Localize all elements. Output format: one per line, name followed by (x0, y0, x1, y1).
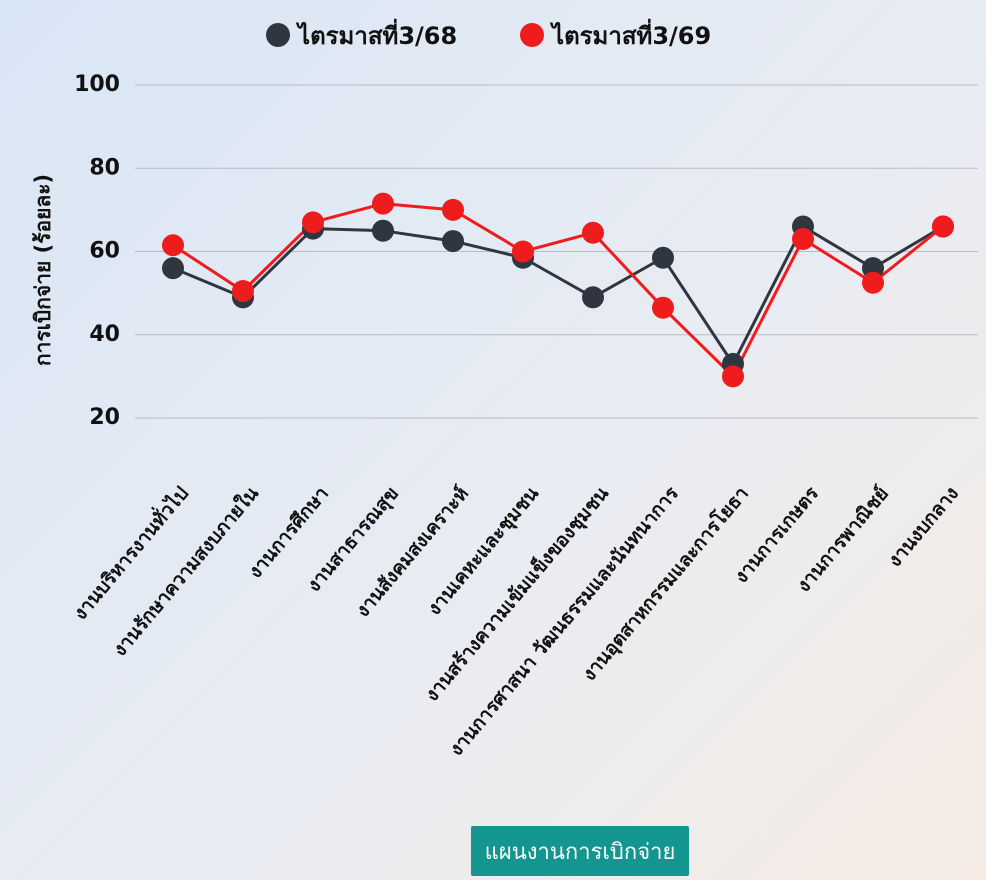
y-tick-label: 40 (89, 322, 120, 347)
data-point (932, 215, 954, 238)
data-point (372, 219, 394, 242)
series-line (172, 224, 944, 367)
y-axis-label: การเบิกจ่าย (ร้อยละ) (31, 174, 55, 366)
data-point (162, 257, 184, 280)
series-line (172, 202, 944, 379)
footer-button[interactable]: แผนงานการเบิกจ่าย (471, 826, 689, 876)
legend-marker (266, 23, 290, 47)
x-tick-label: งานรักษาความสงบภายใน (108, 482, 263, 661)
data-point (722, 365, 744, 388)
data-point (652, 296, 674, 319)
data-point (232, 280, 254, 303)
data-point (162, 234, 184, 257)
data-point (442, 230, 464, 253)
y-tick-label: 100 (74, 72, 120, 97)
data-point (792, 228, 814, 251)
data-point (512, 240, 534, 263)
data-point (302, 211, 324, 234)
data-point (582, 221, 604, 244)
data-point (652, 246, 674, 269)
x-tick-label: งานงบกลาง (884, 483, 963, 572)
legend-marker (520, 23, 544, 47)
y-tick-label: 60 (89, 239, 120, 264)
data-point (862, 271, 884, 294)
legend-label: ไตรมาสที่3/69 (549, 18, 711, 50)
data-point (442, 198, 464, 221)
data-point (372, 192, 394, 215)
y-tick-label: 80 (89, 155, 120, 180)
y-tick-label: 20 (89, 405, 120, 430)
data-point (582, 286, 604, 309)
legend-label: ไตรมาสที่3/68 (295, 18, 457, 50)
